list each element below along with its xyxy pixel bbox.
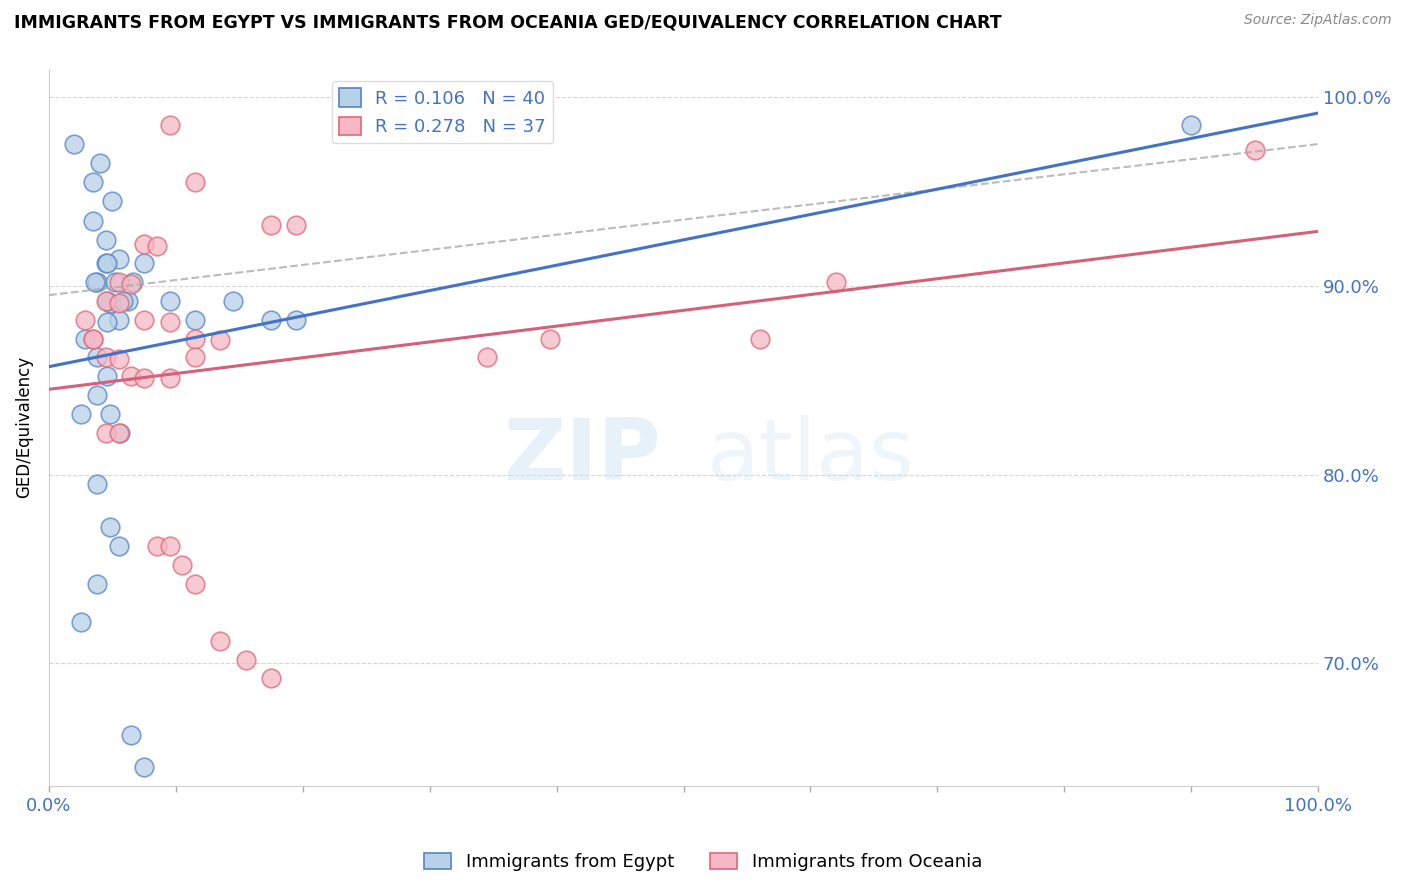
Point <box>108 425 131 440</box>
Point <box>82 332 104 346</box>
Point <box>107 352 129 367</box>
Point <box>73 312 96 326</box>
Point <box>98 295 121 310</box>
Point <box>121 277 143 291</box>
Point <box>184 351 207 365</box>
Point <box>134 760 156 774</box>
Point <box>538 332 561 346</box>
Point <box>235 652 257 666</box>
Point <box>134 371 156 385</box>
Point <box>260 219 283 233</box>
Point <box>285 312 308 326</box>
Point <box>184 312 207 326</box>
Text: ZIP: ZIP <box>503 415 661 498</box>
Point <box>222 293 245 308</box>
Point <box>121 369 143 384</box>
Point <box>134 237 156 252</box>
Point <box>134 312 156 326</box>
Point <box>209 334 232 348</box>
Point <box>107 425 129 440</box>
Point <box>260 312 283 326</box>
Point <box>121 728 143 742</box>
Point <box>82 332 104 346</box>
Point <box>1180 118 1202 132</box>
Point <box>96 369 118 384</box>
Text: IMMIGRANTS FROM EGYPT VS IMMIGRANTS FROM OCEANIA GED/EQUIVALENCY CORRELATION CHA: IMMIGRANTS FROM EGYPT VS IMMIGRANTS FROM… <box>14 13 1001 31</box>
Point <box>82 175 104 189</box>
Point <box>94 233 117 247</box>
Point <box>107 252 129 267</box>
Point <box>94 425 117 440</box>
Legend: R = 0.106   N = 40, R = 0.278   N = 37: R = 0.106 N = 40, R = 0.278 N = 37 <box>332 81 553 144</box>
Point <box>134 256 156 270</box>
Point <box>184 332 207 346</box>
Point <box>159 315 181 329</box>
Point <box>86 351 108 365</box>
Point <box>94 293 117 308</box>
Point <box>159 539 181 553</box>
Point <box>146 539 169 553</box>
Point <box>107 295 129 310</box>
Point <box>96 256 118 270</box>
Point <box>748 332 770 346</box>
Point <box>98 407 121 421</box>
Point <box>96 293 118 308</box>
Point <box>107 312 129 326</box>
Point <box>107 275 129 289</box>
Point <box>824 275 846 289</box>
Point <box>101 194 124 208</box>
Point <box>86 477 108 491</box>
Point <box>121 275 143 289</box>
Point <box>184 577 207 591</box>
Point <box>69 407 91 421</box>
Point <box>159 371 181 385</box>
Point <box>260 672 283 686</box>
Point <box>184 175 207 189</box>
Point <box>98 520 121 534</box>
Point <box>159 118 181 132</box>
Text: atlas: atlas <box>706 415 914 498</box>
Legend: Immigrants from Egypt, Immigrants from Oceania: Immigrants from Egypt, Immigrants from O… <box>418 846 988 879</box>
Point <box>83 275 105 289</box>
Point <box>86 388 108 402</box>
Point <box>63 137 86 152</box>
Point <box>86 275 108 289</box>
Point <box>86 577 108 591</box>
Point <box>285 219 308 233</box>
Point <box>89 156 111 170</box>
Point <box>96 315 118 329</box>
Point <box>73 332 96 346</box>
Point <box>107 539 129 553</box>
Text: Source: ZipAtlas.com: Source: ZipAtlas.com <box>1244 13 1392 28</box>
Y-axis label: GED/Equivalency: GED/Equivalency <box>15 356 32 499</box>
Point <box>111 293 134 308</box>
Point <box>159 293 181 308</box>
Point <box>209 633 232 648</box>
Point <box>475 351 498 365</box>
Point <box>146 239 169 253</box>
Point <box>94 351 117 365</box>
Point <box>1243 143 1265 157</box>
Point <box>82 214 104 228</box>
Point <box>69 615 91 629</box>
Point <box>172 558 194 573</box>
Point <box>94 256 117 270</box>
Point <box>104 275 127 289</box>
Point <box>117 293 139 308</box>
